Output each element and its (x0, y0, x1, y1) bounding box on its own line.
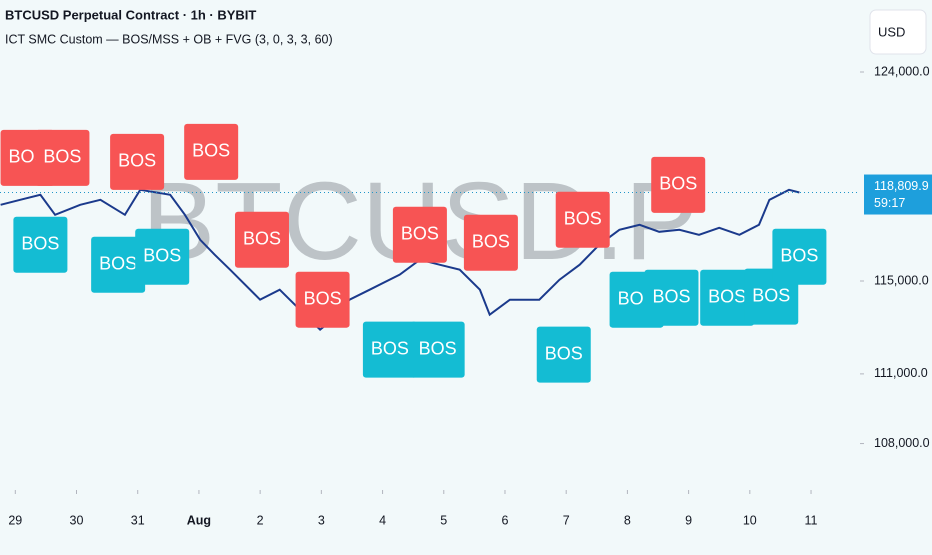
bos-text: BOS (564, 209, 602, 229)
labels: BOS BOS BOS BOS BOS BOS BOS BOS BOS BOS BOS BOS BOS B… (0, 123, 827, 383)
x-tick-label: 9 (685, 513, 692, 527)
y-tick-label: 124,000.0 (874, 64, 930, 78)
bos-text: BOS (780, 245, 818, 265)
bos-label (35, 129, 90, 186)
currency-label: USD (878, 24, 905, 39)
bos-label (700, 269, 755, 326)
x-tick-label: 7 (563, 513, 570, 527)
bos-text: BOS (401, 224, 439, 244)
x-tick-label: 29 (8, 513, 22, 527)
x-tick-label: 10 (743, 513, 757, 527)
x-tick-label: 2 (257, 513, 264, 527)
bos-text: BOS (652, 286, 690, 306)
x-tick-label: 5 (440, 513, 447, 527)
bos-label (110, 133, 165, 190)
chart-title: BTCUSD Perpetual Contract · 1h · BYBIT (5, 7, 256, 22)
bos-label (644, 269, 699, 326)
x-tick-label: 4 (379, 513, 386, 527)
y-tick-label: 111,000.0 (874, 366, 928, 380)
bos-label (410, 321, 465, 378)
bos-text: BOS (143, 245, 181, 265)
bos-label (234, 211, 289, 268)
bos-label (184, 123, 239, 180)
bos-text: BOS (304, 288, 342, 308)
bos-label (555, 191, 610, 248)
last-price-label: 118,809.9 (874, 179, 929, 193)
bos-text: BOS (243, 229, 281, 249)
x-tick-label: 6 (502, 513, 509, 527)
bos-text: BOS (545, 343, 583, 363)
x-tick-label: 30 (70, 513, 84, 527)
x-tick-label: Aug (187, 513, 211, 527)
x-tick-label: 11 (805, 513, 818, 527)
bos-text: BOS (752, 285, 790, 305)
bos-text: BOS (472, 232, 510, 252)
bos-label (135, 228, 190, 285)
indicator-name: ICT SMC Custom — BOS/MSS + OB + FVG (3, … (5, 32, 333, 46)
bos-label (91, 236, 146, 293)
x-tick-label: 3 (318, 513, 325, 527)
bos-text: BOS (99, 253, 137, 273)
last-price-tag (864, 174, 932, 215)
bos-text: BOS (708, 286, 746, 306)
bos-text: BOS (43, 147, 81, 167)
bos-text: BOS (419, 338, 457, 358)
y-tick-label: 108,000.0 (874, 436, 930, 450)
x-tick-label: 8 (624, 513, 631, 527)
bos-text: BOS (21, 234, 59, 254)
bos-label (536, 326, 591, 383)
bos-label (362, 321, 417, 378)
countdown: 59:17 (874, 196, 905, 210)
bos-label (772, 228, 827, 285)
price-tag: 118,809.9 59:17 (864, 174, 932, 215)
bos-label (13, 216, 68, 273)
bos-text: BOS (371, 338, 409, 358)
bos-label (463, 214, 518, 271)
bos-label (295, 271, 350, 328)
x-tick-label: 31 (131, 513, 145, 527)
price-line (0, 188, 800, 331)
y-tick-label: 115,000.0 (874, 273, 929, 287)
bos-text: BOS (659, 174, 697, 194)
currency-button[interactable] (869, 9, 927, 55)
bos-label (392, 206, 447, 263)
bos-text: BOS (118, 151, 156, 171)
bos-text: BOS (192, 141, 230, 161)
bos-label (651, 156, 706, 213)
